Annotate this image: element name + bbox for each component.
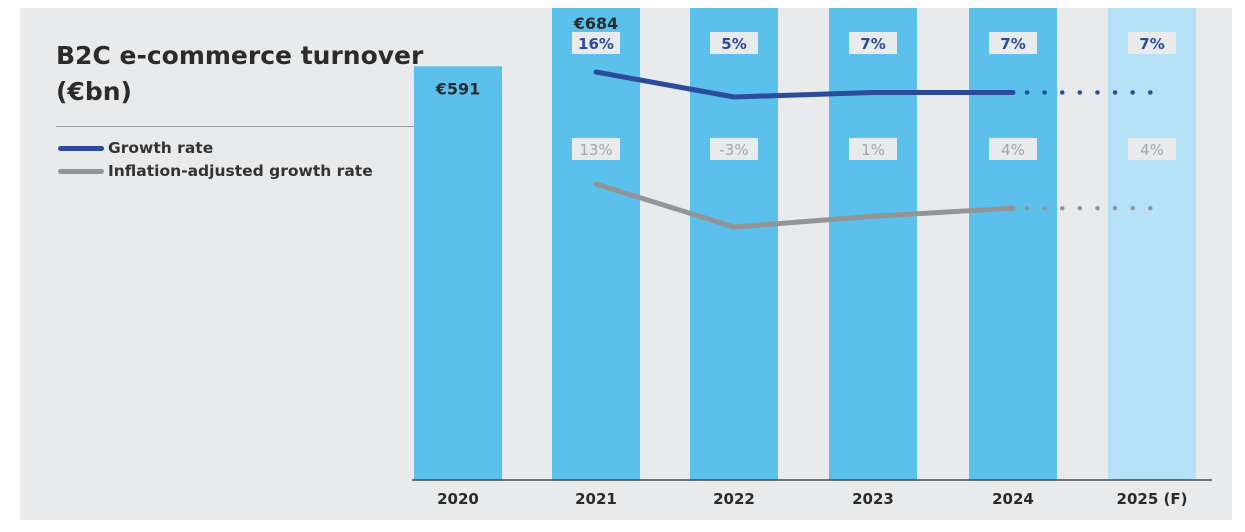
bar [1108, 8, 1196, 480]
legend-swatch-inflation-adjusted [58, 168, 104, 174]
inflation-adjusted-line [593, 181, 1016, 230]
x-tick-label: 2024 [992, 490, 1034, 508]
inflation-adjusted-label: -3% [719, 141, 748, 159]
chart-panel: B2C e-commerce turnover (€bn) Growth rat… [20, 8, 1232, 520]
label-background [1128, 138, 1176, 160]
label-background [710, 32, 758, 54]
inflation-adjusted-label: 13% [579, 141, 612, 159]
bar [552, 8, 640, 480]
label-background [710, 138, 758, 160]
inflation-adjusted-label: 1% [861, 141, 885, 159]
bar [969, 8, 1057, 480]
x-tick-label: 2025 (F) [1117, 490, 1188, 508]
growth-rate-label: 7% [1139, 35, 1164, 53]
growth-rate-label: 7% [1000, 35, 1025, 53]
label-background [989, 138, 1037, 160]
label-background [572, 32, 620, 54]
legend-item-inflation-adjusted: Inflation-adjusted growth rate [58, 161, 373, 181]
label-background [849, 138, 897, 160]
x-tick-label: 2022 [713, 490, 755, 508]
chart-title-line-1: B2C e-commerce turnover [56, 41, 424, 70]
bar [690, 8, 778, 481]
legend-label-growth-rate: Growth rate [108, 139, 214, 157]
x-tick-label: 2023 [852, 490, 894, 508]
inflation-adjusted-label: 4% [1140, 141, 1164, 159]
label-background [989, 32, 1037, 54]
legend-label-inflation-adjusted: Inflation-adjusted growth rate [108, 162, 373, 180]
bar-value-label: €718 [711, 8, 757, 9]
title-divider [56, 126, 426, 127]
chart-svg: €591€684€718€765€819€8752020202120222023… [412, 8, 1212, 508]
growth-rate-label: 16% [578, 35, 614, 53]
growth-rate-label: 5% [721, 35, 746, 53]
x-tick-label: 2020 [437, 490, 479, 508]
label-background [572, 138, 620, 160]
label-background [849, 32, 897, 54]
legend-swatch-growth-rate [58, 145, 104, 151]
growth-rate-label: 7% [860, 35, 885, 53]
bar-value-label: €591 [435, 79, 481, 98]
chart-title-line-2: (€bn) [56, 77, 132, 106]
bar [829, 8, 917, 480]
label-background [1128, 32, 1176, 54]
legend-item-growth-rate: Growth rate [58, 138, 213, 158]
bar [414, 66, 502, 481]
x-tick-label: 2021 [575, 490, 617, 508]
chart-title: B2C e-commerce turnover (€bn) [56, 38, 456, 110]
growth-rate-line [593, 69, 1016, 100]
bar-value-label: €684 [573, 14, 619, 33]
inflation-adjusted-label: 4% [1001, 141, 1025, 159]
